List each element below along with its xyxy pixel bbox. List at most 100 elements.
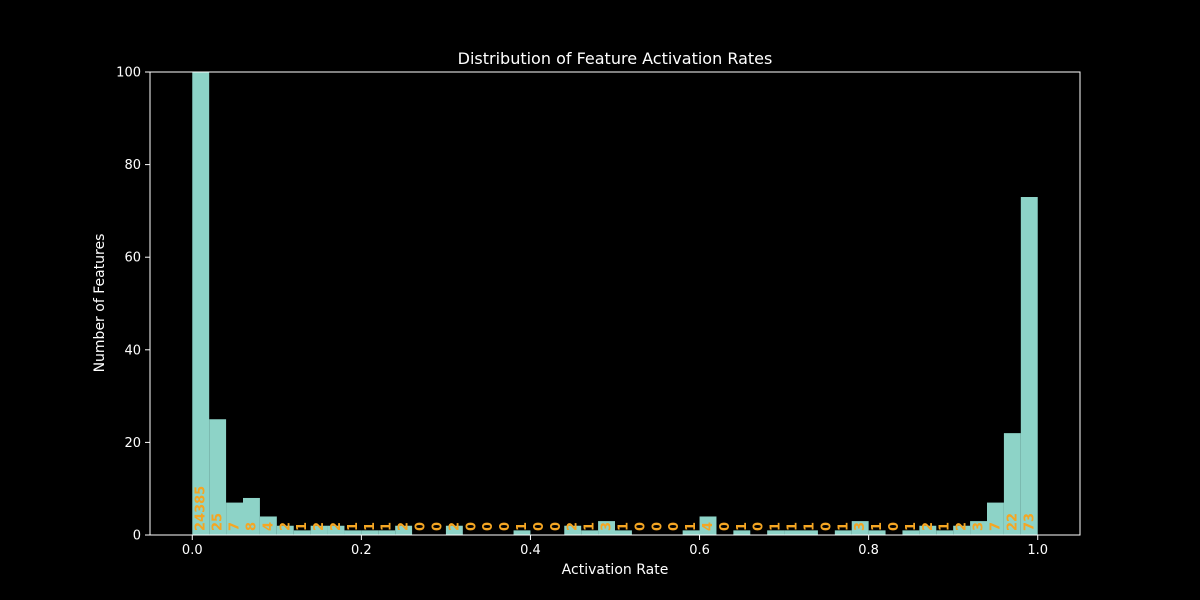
y-axis: 0 20 40 60 80 100 (116, 66, 150, 544)
histogram-bar (851, 521, 869, 535)
histogram-bar (902, 530, 920, 535)
bar-count-label: 1 (363, 522, 378, 531)
bar-count-label: 2 (312, 522, 327, 531)
histogram-bar (581, 530, 599, 535)
histogram-bar (598, 521, 615, 535)
bar-count-label: 1 (836, 522, 851, 531)
bar-count-label: 4 (701, 522, 716, 531)
bar-count-label: 1 (346, 522, 361, 531)
bar-count-label: 0 (633, 522, 648, 531)
bar-count-label: 2 (566, 522, 581, 531)
histogram-bar (615, 530, 632, 535)
bar-count-label: 2 (921, 522, 936, 531)
histogram-bar (344, 530, 362, 535)
y-tick-label: 20 (124, 436, 141, 451)
bar-count-label: 1 (515, 522, 530, 531)
bar-count-label: 2 (447, 522, 462, 531)
bar-count-label: 0 (819, 522, 834, 531)
x-tick-label: 0.4 (520, 543, 541, 558)
histogram-bar (1020, 197, 1038, 535)
histogram-bar (310, 525, 328, 535)
bar-count-label: 2 (955, 522, 970, 531)
x-tick-label: 1.0 (1027, 543, 1048, 558)
bar-count-label: 0 (498, 522, 513, 531)
bar-count-label: 0 (481, 522, 496, 531)
bar-count-label: 0 (650, 522, 665, 531)
histogram-bar (293, 530, 311, 535)
bar-count-label: 0 (549, 522, 564, 531)
y-tick-label: 40 (124, 343, 141, 358)
bar-count-label: 0 (887, 522, 902, 531)
x-tick-label: 0.2 (351, 543, 372, 558)
y-tick-label: 80 (124, 158, 141, 173)
x-axis-label: Activation Rate (562, 562, 669, 578)
x-axis: 0.0 0.2 0.4 0.6 0.8 1.0 (182, 535, 1048, 558)
bar-count-label: 1 (904, 522, 919, 531)
bar-count-label: 1 (938, 522, 953, 531)
histogram-bar (699, 516, 717, 535)
x-tick-label: 0.8 (858, 543, 879, 558)
bar-count-label: 0 (464, 522, 479, 531)
histogram-bar (987, 502, 1004, 535)
histogram-bar (767, 530, 785, 535)
histogram-bar (801, 530, 818, 535)
bar-count-label: 1 (616, 522, 631, 531)
bar-count-label: 1 (786, 522, 801, 531)
bar-count-label: 4 (261, 522, 276, 531)
bar-count-label: 1 (735, 522, 750, 531)
histogram-bar (243, 497, 260, 535)
bar-count-label: 1 (684, 522, 699, 531)
histogram-bar (209, 419, 227, 535)
histogram-bar (395, 525, 413, 535)
bar-count-label: 73 (1022, 513, 1037, 531)
bar-count-label: 2 (397, 522, 412, 531)
bar-count-label: 7 (228, 522, 243, 531)
histogram-bar (682, 530, 700, 535)
histogram-bar (733, 530, 751, 535)
bar-count-label: 0 (752, 522, 767, 531)
histogram-bar (868, 530, 886, 535)
bar-count-label: 3 (853, 522, 868, 531)
bar-count-label: 1 (380, 522, 395, 531)
bar-count-label: 25 (211, 513, 226, 531)
bar-count-label: 1 (802, 522, 817, 531)
bar-count-label: 8 (244, 522, 259, 531)
histogram-bar (936, 530, 954, 535)
bar-count-label: 1 (295, 522, 310, 531)
plot-frame (149, 71, 1081, 536)
bar-count-label: 1 (769, 522, 784, 531)
y-tick-label: 100 (116, 66, 141, 81)
x-tick-label: 0.0 (182, 543, 203, 558)
histogram-bar (784, 530, 801, 535)
y-tick-label: 0 (133, 529, 141, 544)
bar-count-label: 22 (1005, 513, 1020, 531)
histogram-bar (564, 525, 582, 535)
histogram-bar (953, 525, 971, 535)
histogram-bar (919, 525, 937, 535)
bar-count-label: 1 (583, 522, 598, 531)
histogram-bar (513, 530, 531, 535)
bar-count-label: 7 (988, 522, 1003, 531)
histogram-bar (192, 72, 210, 535)
y-tick-label: 60 (124, 251, 141, 266)
bar-count-label: 0 (532, 522, 547, 531)
bars-group (192, 72, 1038, 535)
histogram-bar (1003, 433, 1021, 535)
bar-labels-group: 24385 25 7 8 4 2 1 2 2 1 1 1 2 0 0 2 0 0 0 1 0 0 2 1 3 1 0 0 0 1 4 0 1 0 1… (194, 486, 1038, 531)
y-axis-label: Number of Features (92, 234, 108, 373)
histogram-bar (445, 525, 463, 535)
bar-count-label: 0 (430, 522, 445, 531)
bar-count-label: 0 (667, 522, 682, 531)
bar-count-label: 2 (278, 522, 293, 531)
histogram-bar (970, 521, 987, 535)
histogram-bar (226, 502, 243, 535)
histogram-bar (276, 525, 294, 535)
bar-count-label: 24385 (194, 486, 209, 531)
histogram-bar (834, 530, 852, 535)
bar-count-label: 0 (718, 522, 733, 531)
bar-count-label: 3 (600, 522, 615, 531)
bar-count-label: 3 (972, 522, 987, 531)
chart-title: Distribution of Feature Activation Rates (458, 49, 773, 68)
bar-count-label: 1 (870, 522, 885, 531)
